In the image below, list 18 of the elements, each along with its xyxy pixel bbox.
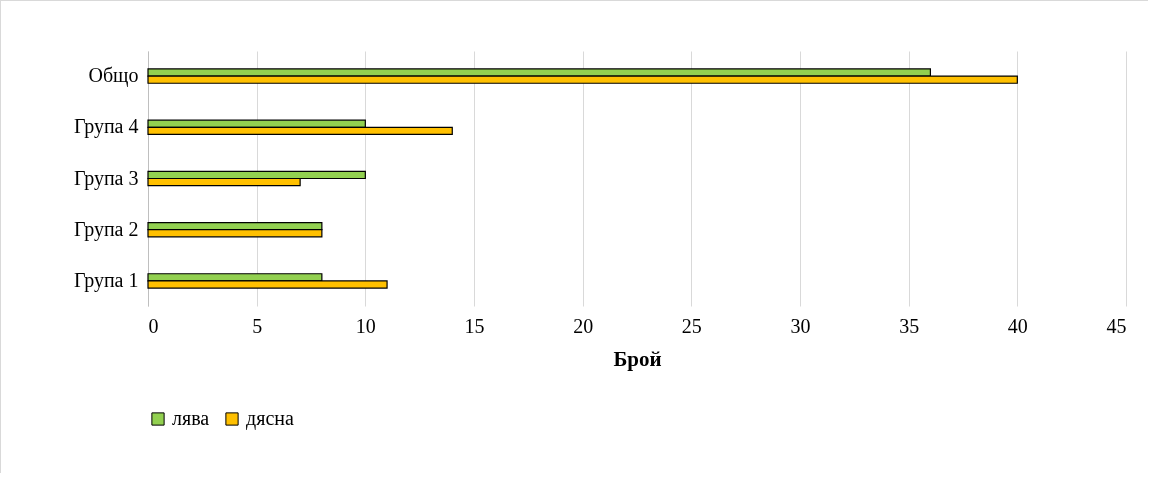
- x-tick-label: 15: [464, 314, 485, 337]
- x-tick-label: 0: [148, 314, 159, 337]
- legend-label: лява: [172, 407, 210, 429]
- y-tick-label: Група 4: [73, 115, 139, 139]
- y-tick-label: Група 2: [73, 217, 139, 241]
- x-tick-label: 40: [1007, 314, 1028, 337]
- x-tick-label: 45: [1106, 314, 1127, 337]
- x-tick-label: 25: [681, 314, 702, 337]
- y-tick-label: Група 3: [73, 166, 139, 190]
- x-tick-label: 10: [355, 314, 376, 337]
- x-tick-label: 30: [790, 314, 811, 337]
- x-tick-label: 35: [899, 314, 920, 337]
- y-tick-label: Общо: [88, 64, 139, 88]
- x-tick-label: 5: [252, 314, 263, 337]
- x-tick-label: 20: [573, 314, 594, 337]
- y-tick-label: Група 1: [73, 268, 139, 292]
- x-axis-title: Брой: [613, 346, 662, 371]
- legend-label: дясна: [246, 407, 294, 430]
